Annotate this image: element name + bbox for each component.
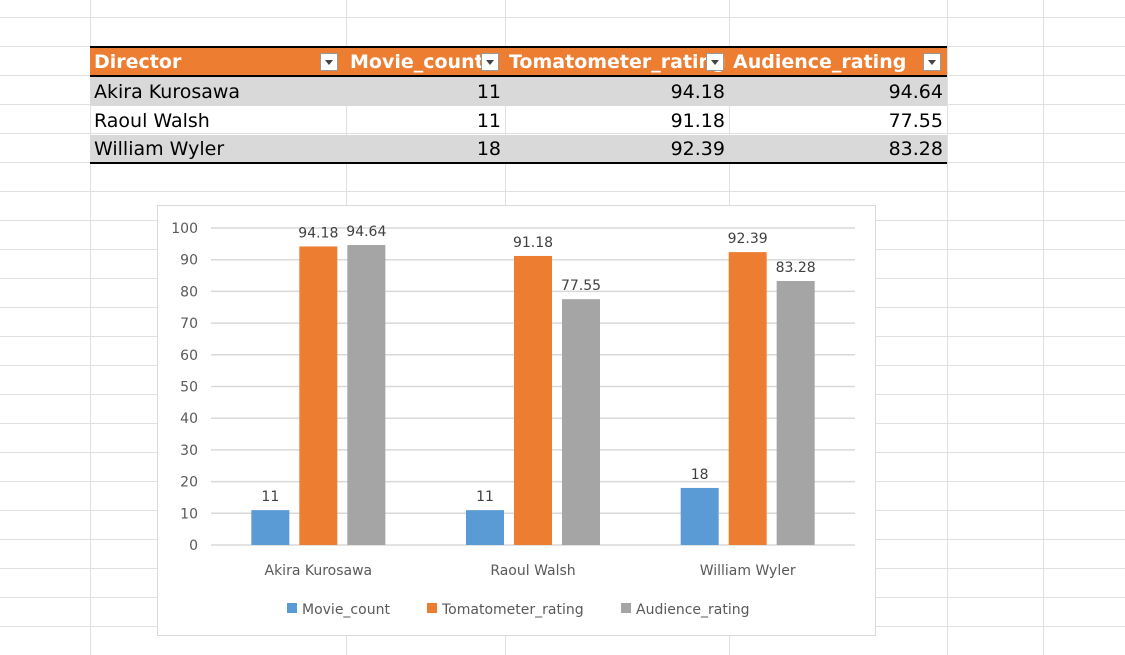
header-director[interactable]: Director xyxy=(94,50,182,73)
x-tick-label: Raoul Walsh xyxy=(490,563,575,579)
data-table: Director Movie_count Tomatometer_rating … xyxy=(90,46,947,164)
data-label: 92.39 xyxy=(728,231,768,247)
header-audience[interactable]: Audience_rating xyxy=(733,50,907,73)
table-row: William Wyler 18 92.39 83.28 xyxy=(90,135,947,164)
cell-movie-count[interactable]: 11 xyxy=(476,109,501,132)
filter-dropdown-icon[interactable] xyxy=(320,53,338,71)
cell-movie-count[interactable]: 11 xyxy=(476,80,501,103)
y-tick-label: 20 xyxy=(180,475,198,491)
data-label: 94.64 xyxy=(346,224,386,240)
y-tick-label: 30 xyxy=(180,443,198,459)
x-tick-label: Akira Kurosawa xyxy=(265,563,373,579)
y-tick-label: 0 xyxy=(189,538,198,554)
data-label: 77.55 xyxy=(561,278,601,294)
bar-audience-rating xyxy=(562,299,600,545)
y-tick-label: 90 xyxy=(180,253,198,269)
legend-swatch xyxy=(287,603,297,613)
bar-chart: 0 10 20 30 40 50 60 70 80 90 100 11 94.18 94.64 Akira … xyxy=(171,221,855,618)
table-row: Raoul Walsh 11 91.18 77.55 xyxy=(90,106,947,135)
legend-swatch xyxy=(427,603,437,613)
legend-swatch xyxy=(621,603,631,613)
y-tick-label: 40 xyxy=(180,411,198,427)
cell-director[interactable]: Akira Kurosawa xyxy=(94,80,241,103)
filter-dropdown-icon[interactable] xyxy=(923,53,941,71)
data-label: 11 xyxy=(476,489,494,505)
table-row: Akira Kurosawa 11 94.18 94.64 xyxy=(90,77,947,106)
cell-director[interactable]: William Wyler xyxy=(94,137,225,160)
bar-tomatometer-rating xyxy=(514,255,552,545)
table-header-row: Director Movie_count Tomatometer_rating … xyxy=(90,46,947,77)
filter-dropdown-icon[interactable] xyxy=(706,53,724,71)
y-tick-label: 10 xyxy=(180,506,198,522)
cell-tomatometer[interactable]: 94.18 xyxy=(670,80,725,103)
data-label: 18 xyxy=(691,467,709,483)
cell-tomatometer[interactable]: 92.39 xyxy=(670,137,725,160)
bar-movie-count xyxy=(251,510,290,545)
bar-tomatometer-rating xyxy=(728,252,767,545)
data-label: 94.18 xyxy=(298,225,338,241)
bar-audience-rating xyxy=(347,244,386,545)
cell-director[interactable]: Raoul Walsh xyxy=(94,109,210,132)
data-label: 11 xyxy=(261,489,279,505)
cell-audience[interactable]: 77.55 xyxy=(888,109,943,132)
legend-label: Tomatometer_rating xyxy=(441,602,584,618)
cell-audience[interactable]: 94.64 xyxy=(888,80,943,103)
y-tick-label: 100 xyxy=(171,221,198,237)
x-tick-label: William Wyler xyxy=(700,563,796,579)
bar-movie-count xyxy=(680,487,719,545)
header-movie-count[interactable]: Movie_count xyxy=(350,50,484,73)
bar-tomatometer-rating xyxy=(299,246,338,545)
cell-movie-count[interactable]: 18 xyxy=(476,137,501,160)
filter-dropdown-icon[interactable] xyxy=(481,53,499,71)
cell-audience[interactable]: 83.28 xyxy=(888,137,943,160)
bar-audience-rating xyxy=(776,281,815,545)
y-tick-label: 60 xyxy=(180,348,198,364)
y-tick-label: 80 xyxy=(180,284,198,300)
legend-label: Movie_count xyxy=(302,602,390,618)
legend-label: Audience_rating xyxy=(636,602,750,618)
header-tomatometer[interactable]: Tomatometer_rating xyxy=(509,50,726,73)
y-tick-label: 70 xyxy=(180,316,198,332)
cell-tomatometer[interactable]: 91.18 xyxy=(670,109,725,132)
y-tick-label: 50 xyxy=(180,380,198,396)
chart-container[interactable]: 0 10 20 30 40 50 60 70 80 90 100 11 94.18 94.64 Akira … xyxy=(157,205,876,636)
bar-movie-count xyxy=(466,510,504,545)
data-label: 91.18 xyxy=(513,235,553,251)
data-label: 83.28 xyxy=(776,260,816,276)
